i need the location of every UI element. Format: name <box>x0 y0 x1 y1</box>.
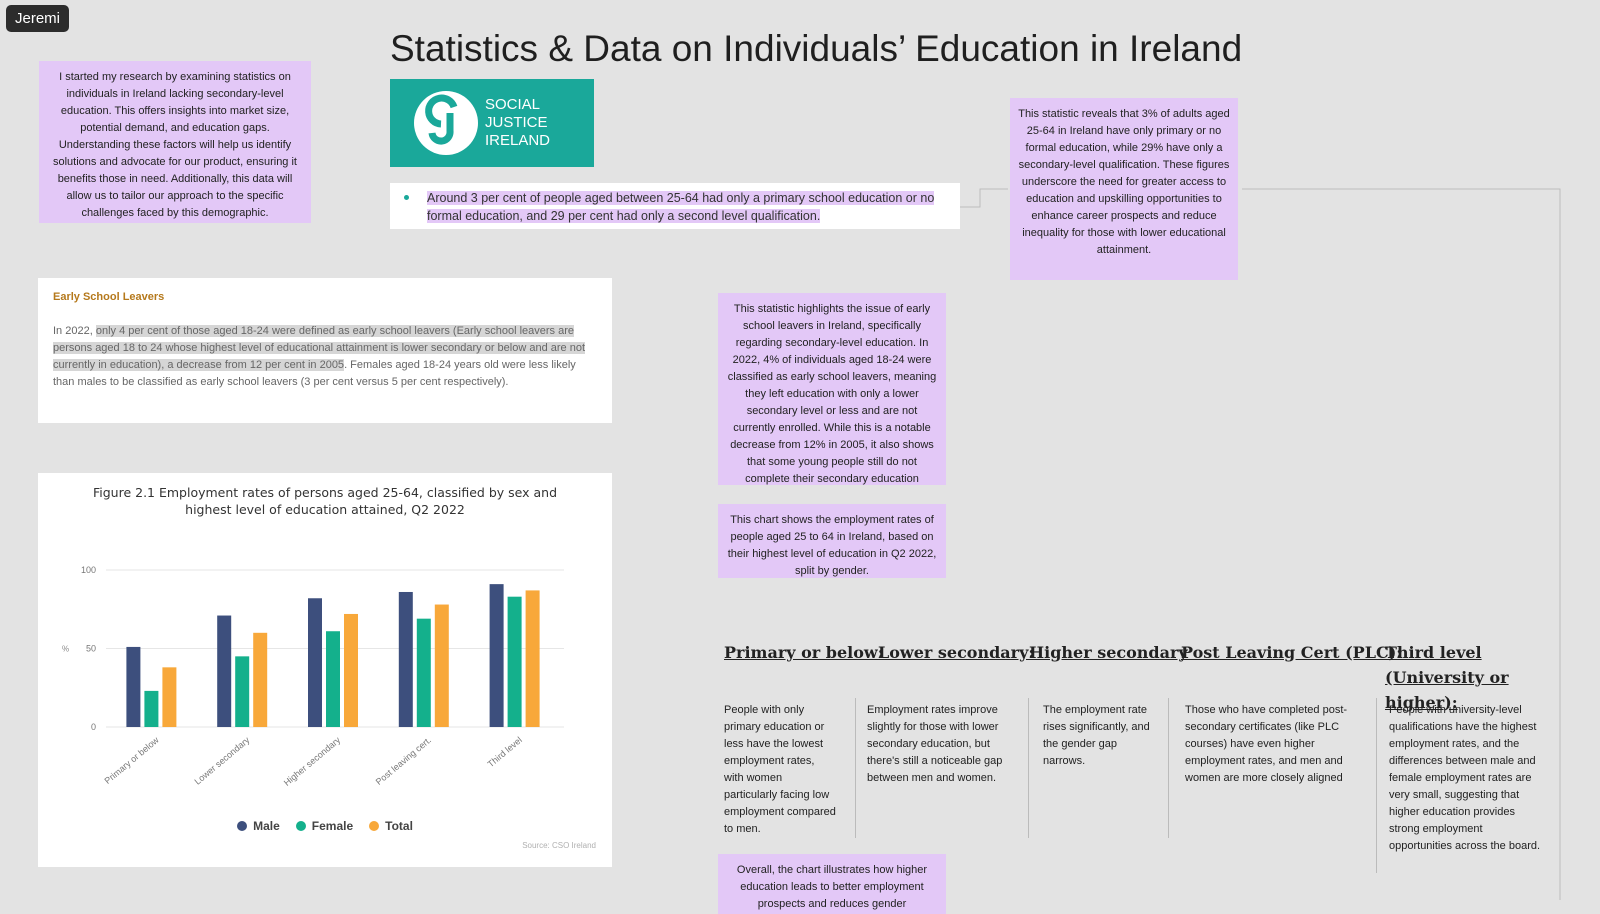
analysis-heading-3[interactable]: Higher secondary <box>1029 643 1188 662</box>
quote-card[interactable]: Around 3 per cent of people aged between… <box>390 183 960 229</box>
analysis-heading-2[interactable]: Lower secondary: <box>878 643 1035 662</box>
bar-female <box>144 690 159 727</box>
analysis-heading-4[interactable]: Post Leaving Cert (PLC): <box>1181 643 1403 662</box>
employment-chart-card[interactable]: Figure 2.1 Employment rates of persons a… <box>38 473 612 867</box>
early-school-leavers-card[interactable]: Early School Leavers In 2022, only 4 per… <box>38 278 612 423</box>
chart-title: Figure 2.1 Employment rates of persons a… <box>38 484 612 518</box>
logo-wordmark: SOCIAL JUSTICE IRELAND <box>485 96 550 150</box>
bar-total <box>162 667 177 727</box>
legend-item-female: Female <box>295 819 354 833</box>
logo-line-2: JUSTICE <box>485 114 548 131</box>
connector-note-to-analysis <box>1242 188 1561 900</box>
employment-bar-chart: 0 50 100% Primary or below Lower secondary Hi… <box>62 565 564 788</box>
bar-total <box>525 590 540 727</box>
column-divider <box>1376 698 1377 873</box>
legend-label: Male <box>253 819 280 833</box>
legend-item-total: Total <box>369 819 413 833</box>
logo-line-1: SOCIAL <box>485 96 541 113</box>
bar-male <box>489 584 504 727</box>
analysis-heading-5[interactable]: Third level (University or higher): <box>1385 643 1509 712</box>
esl-prefix: In 2022, <box>53 325 96 337</box>
bar-female <box>416 618 431 727</box>
intro-sticky-note[interactable]: I started my research by examining stati… <box>39 61 311 223</box>
chart-legend: Male Female Total <box>38 819 612 833</box>
bar-total <box>344 613 358 727</box>
y-tick-label: 100 <box>81 565 96 575</box>
legend-swatch <box>369 821 380 831</box>
bar-male <box>398 591 413 727</box>
analysis-text-3[interactable]: The employment rate rises significantly,… <box>1043 704 1150 767</box>
bar-female <box>235 656 250 727</box>
analysis-text-5[interactable]: People with university-level qualificati… <box>1389 704 1541 852</box>
early-leavers-sticky-note[interactable]: This statistic highlights the issue of e… <box>718 293 946 485</box>
y-tick-label: 50 <box>86 644 96 654</box>
chart-title-line-2: highest level of education attained, Q2 … <box>185 502 465 517</box>
bullet-icon <box>404 195 409 200</box>
quote-text: Around 3 per cent of people aged between… <box>427 191 935 223</box>
sji-emblem-icon <box>414 91 478 155</box>
bar-female <box>507 596 522 727</box>
legend-label: Female <box>311 819 354 833</box>
y-axis-label: % <box>62 645 69 654</box>
x-tick-label: Primary or below <box>103 735 162 786</box>
legend-swatch <box>237 821 248 831</box>
user-cursor-tag: Jeremi <box>6 5 70 32</box>
esl-suffix: . Females aged 18-24 years old were less… <box>53 359 576 388</box>
bar-total <box>253 632 268 727</box>
bar-female <box>326 631 340 727</box>
x-tick-label: Post leaving cert. <box>374 735 433 787</box>
bar-total <box>434 604 449 727</box>
esl-title: Early School Leavers <box>53 291 165 303</box>
column-divider <box>1168 698 1169 838</box>
column-divider <box>855 698 856 838</box>
bar-male <box>217 615 232 727</box>
x-tick-label: Higher secondary <box>282 735 343 788</box>
legend-item-male: Male <box>237 819 280 833</box>
x-tick-label: Third level <box>486 735 524 769</box>
connector-quote-to-note <box>960 188 1008 208</box>
esl-text: In 2022, only 4 per cent of those aged 1… <box>53 323 597 391</box>
primary-stat-sticky-note[interactable]: This statistic reveals that 3% of adults… <box>1010 98 1238 280</box>
analysis-text-4[interactable]: Those who have completed post-secondary … <box>1185 704 1348 784</box>
column-divider <box>1028 698 1029 838</box>
overall-sticky-note[interactable]: Overall, the chart illustrates how highe… <box>718 854 946 914</box>
analysis-text-1[interactable]: People with only primary education or le… <box>724 704 836 835</box>
board-title[interactable]: Statistics & Data on Individuals’ Educat… <box>390 28 1243 69</box>
chart-title-line-1: Figure 2.1 Employment rates of persons a… <box>92 485 558 500</box>
x-tick-label: Lower secondary <box>193 735 252 787</box>
legend-label: Total <box>385 819 413 833</box>
bar-male <box>308 598 322 727</box>
y-tick-label: 0 <box>91 722 96 732</box>
connector-lines <box>960 188 1561 900</box>
analysis-text-2[interactable]: Employment rates improve slightly for th… <box>867 704 1003 784</box>
bar-male <box>126 646 141 727</box>
esl-highlight: only 4 per cent of those aged 18-24 were… <box>53 325 586 371</box>
chart-sticky-note[interactable]: This chart shows the employment rates of… <box>718 504 946 578</box>
chart-source: Source: CSO Ireland <box>522 841 596 850</box>
social-justice-ireland-logo[interactable]: SOCIAL JUSTICE IRELAND <box>390 79 594 167</box>
legend-swatch <box>295 821 306 831</box>
logo-line-3: IRELAND <box>485 132 551 149</box>
analysis-heading-1[interactable]: Primary or below: <box>724 643 884 662</box>
